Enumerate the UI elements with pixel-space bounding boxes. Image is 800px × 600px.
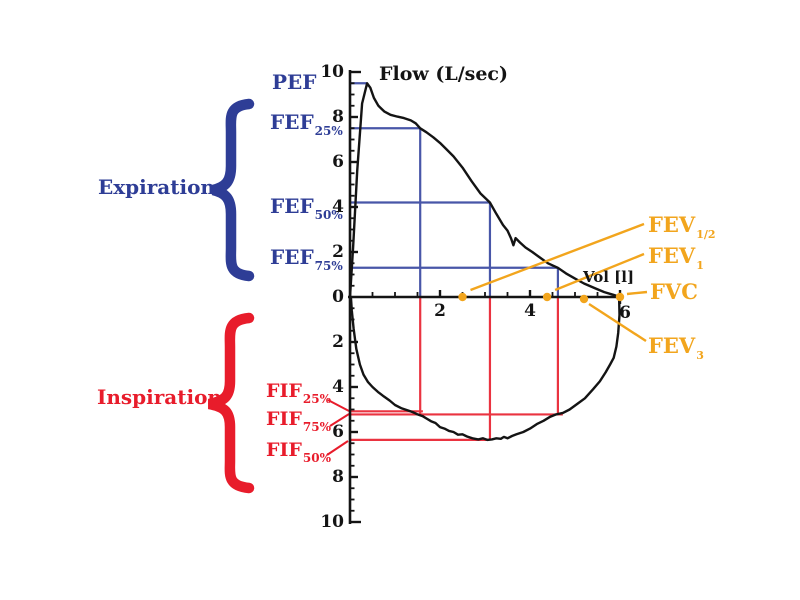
- label-sub: 75%: [302, 420, 331, 434]
- label-sub: 1/2: [696, 228, 716, 241]
- y-tick-label-10-insp: 10: [320, 512, 344, 532]
- label-main: FEF: [270, 245, 314, 269]
- volume-dot-FEV1: [542, 292, 552, 302]
- inspiration-curve: [349, 295, 621, 442]
- y-tick-label-6: 6: [332, 152, 344, 172]
- fif75-leader-line: [329, 413, 350, 427]
- fev-half-label: FEV1/2: [648, 212, 716, 240]
- fvc-label: FVC: [650, 281, 699, 302]
- volume-dot-FVC: [615, 292, 625, 302]
- label-sub: 25%: [302, 392, 331, 406]
- leader-line-FEV1: [554, 252, 645, 292]
- label-main: PEF: [272, 70, 317, 94]
- fif50-label: FIF50%: [266, 439, 331, 465]
- volume-dot-FEV12: [458, 292, 467, 302]
- leader-line-FVC: [626, 290, 648, 296]
- label-main: FIF: [266, 439, 302, 461]
- expiration-group-label: Expiration: [98, 175, 215, 199]
- fif25-label: FIF25%: [266, 380, 331, 406]
- fif25-leader-line: [327, 399, 350, 412]
- flow-axis-title: Flow (L/sec): [379, 63, 508, 85]
- inspiration-group-label: Inspiration: [97, 385, 222, 409]
- label-main: FEF: [270, 110, 314, 134]
- fif50-leader-line: [326, 440, 349, 456]
- y-tick-label-8: 8: [332, 107, 344, 127]
- leader-line-FEV3: [588, 302, 647, 343]
- x-tick-label-4: 4: [524, 301, 536, 321]
- label-main: FIF: [266, 408, 302, 430]
- label-sub: 50%: [302, 451, 331, 465]
- fef25-label: FEF25%: [270, 110, 343, 137]
- fev3-label: FEV3: [648, 333, 704, 361]
- label-sub: 50%: [314, 208, 343, 222]
- fef75-label: FEF75%: [270, 245, 343, 272]
- volume-dot-FEV3: [579, 294, 589, 304]
- expiration-curve: [348, 82, 621, 299]
- x-tick-label-2: 2: [434, 301, 446, 321]
- y-tick-label-2: 2: [332, 242, 344, 262]
- pef-label: PEF: [272, 72, 316, 92]
- plot-generated: [348, 70, 648, 524]
- label-sub: 1: [696, 259, 704, 272]
- y-tick-label-6-insp: 6: [332, 422, 344, 442]
- label-main: FIF: [266, 380, 302, 402]
- y-tick-label-0: 0: [332, 287, 344, 307]
- y-tick-label-4: 4: [332, 197, 344, 217]
- y-tick-label-8-insp: 8: [332, 467, 344, 487]
- fif75-label: FIF75%: [266, 408, 331, 434]
- label-main: FEF: [270, 194, 314, 218]
- inspiration-brace: [207, 312, 255, 494]
- label-main: FEV: [648, 212, 696, 237]
- fev1-label: FEV1: [648, 243, 704, 271]
- y-tick-label-2-insp: 2: [332, 332, 344, 352]
- label-sub: 25%: [314, 124, 343, 138]
- y-tick-label-10: 10: [320, 62, 344, 82]
- fef50-label: FEF50%: [270, 194, 343, 221]
- x-tick-label-6: 6: [619, 303, 631, 323]
- label-sub: 75%: [314, 259, 343, 273]
- label-main: FVC: [650, 279, 698, 304]
- expiration-brace: [211, 98, 255, 282]
- leader-line-FEV12: [470, 222, 645, 292]
- label-main: FEV: [648, 243, 696, 268]
- y-tick-label-4-insp: 4: [332, 377, 344, 397]
- label-main: FEV: [648, 333, 696, 358]
- volume-axis-title: Vol [l]: [583, 268, 635, 286]
- label-sub: 3: [696, 349, 704, 362]
